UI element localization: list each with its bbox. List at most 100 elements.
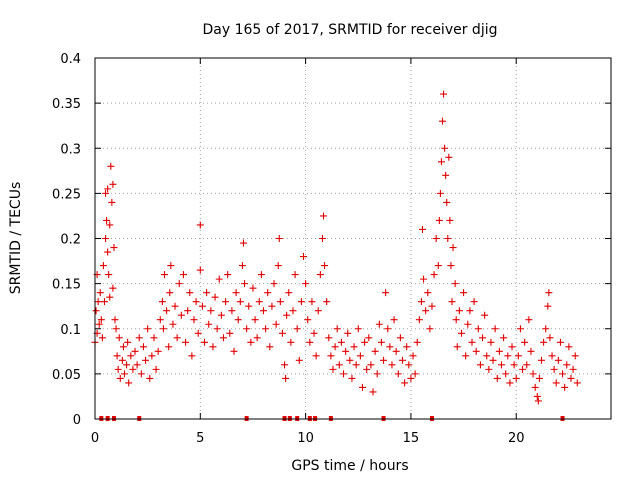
data-point xyxy=(219,334,227,342)
data-point xyxy=(196,221,204,229)
data-point xyxy=(213,325,221,333)
data-point xyxy=(542,325,550,333)
data-point xyxy=(124,338,132,346)
data-point xyxy=(527,347,535,355)
data-point xyxy=(295,356,303,364)
data-point xyxy=(251,316,259,324)
data-point xyxy=(304,316,312,324)
data-point xyxy=(565,343,573,351)
data-point xyxy=(531,383,539,391)
data-point xyxy=(104,248,112,256)
data-point xyxy=(111,316,119,324)
data-point xyxy=(316,271,324,279)
data-point xyxy=(102,235,110,242)
data-point xyxy=(521,338,529,346)
data-point xyxy=(228,307,236,315)
data-point xyxy=(106,221,114,229)
data-point xyxy=(377,338,385,346)
data-point xyxy=(97,316,105,324)
data-point xyxy=(401,379,409,387)
data-point xyxy=(535,374,543,382)
data-point xyxy=(512,374,520,382)
data-point xyxy=(137,370,145,378)
data-point xyxy=(283,311,291,319)
data-point xyxy=(116,374,124,382)
data-point xyxy=(198,302,206,310)
data-point xyxy=(327,352,335,360)
data-point xyxy=(495,347,503,355)
data-point xyxy=(310,329,318,337)
data-point xyxy=(118,356,126,364)
data-point xyxy=(245,302,253,310)
data-point xyxy=(259,307,267,315)
data-point xyxy=(234,316,242,324)
data-point xyxy=(439,117,447,125)
data-point xyxy=(112,325,120,333)
data-point xyxy=(464,320,472,328)
data-point xyxy=(167,262,175,270)
data-point xyxy=(161,271,169,279)
data-point xyxy=(96,289,104,297)
data-point xyxy=(358,383,366,391)
data-point xyxy=(268,302,276,310)
data-point xyxy=(453,343,461,351)
data-point xyxy=(314,307,322,315)
data-point xyxy=(333,325,341,333)
data-point xyxy=(409,352,417,360)
y-tick-label: 0.05 xyxy=(52,368,81,383)
data-point xyxy=(109,284,117,292)
data-point xyxy=(413,338,421,346)
data-point xyxy=(514,352,522,360)
data-point xyxy=(255,298,263,306)
data-point xyxy=(411,370,419,378)
data-point xyxy=(363,365,371,373)
data-point xyxy=(285,289,293,297)
data-point xyxy=(552,379,560,387)
data-point xyxy=(114,365,122,373)
data-point xyxy=(451,280,459,288)
x-tick-label: 10 xyxy=(297,431,314,446)
data-point xyxy=(348,374,356,382)
data-point xyxy=(131,347,139,355)
y-tick-label: 0.25 xyxy=(52,187,81,202)
data-point xyxy=(203,289,211,297)
data-point xyxy=(337,338,345,346)
data-point xyxy=(479,334,487,342)
data-point xyxy=(115,334,123,342)
data-point xyxy=(257,271,265,279)
data-point xyxy=(205,320,213,328)
data-point xyxy=(441,144,449,152)
data-point xyxy=(352,361,360,369)
data-point xyxy=(417,298,425,306)
data-point xyxy=(281,361,289,369)
data-point xyxy=(415,316,423,324)
data-point xyxy=(407,374,415,382)
data-point xyxy=(559,370,567,378)
data-point xyxy=(323,298,331,306)
data-point xyxy=(186,289,194,297)
data-point xyxy=(424,289,432,297)
data-point xyxy=(388,361,396,369)
x-tick-label: 5 xyxy=(196,431,204,446)
x-tick-label: 0 xyxy=(91,431,99,446)
data-point xyxy=(217,311,225,319)
data-point xyxy=(148,352,156,360)
data-point xyxy=(382,289,390,297)
data-point xyxy=(243,325,251,333)
data-point xyxy=(224,271,232,279)
data-point xyxy=(529,370,537,378)
data-point xyxy=(226,329,234,337)
data-point xyxy=(440,90,448,98)
data-point xyxy=(548,352,556,360)
data-point xyxy=(457,329,465,337)
data-point xyxy=(194,329,202,337)
data-point xyxy=(452,316,460,324)
data-point xyxy=(262,325,270,333)
data-point xyxy=(297,298,305,306)
data-point xyxy=(321,262,329,270)
data-point xyxy=(236,298,244,306)
data-point xyxy=(179,271,187,279)
data-point xyxy=(123,361,131,369)
data-point xyxy=(466,307,474,315)
x-tick-label: 15 xyxy=(403,431,420,446)
